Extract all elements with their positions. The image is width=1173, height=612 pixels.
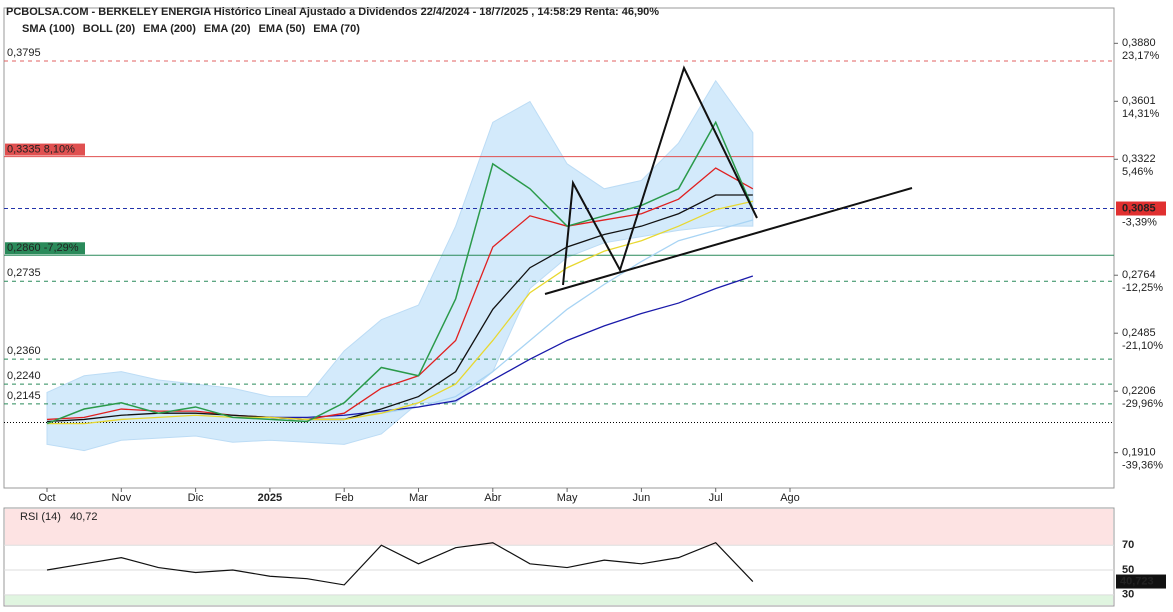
current-price-change: -3,39% [1122,216,1157,228]
y-tick-change: 5,46% [1122,166,1153,178]
rsi-tick-label: 30 [1122,589,1134,601]
price-layer: 0,3795 0,3335 8,10% 0,2860 -7,29% 0,2735 0,2… [4,47,1114,452]
indicator-line [47,200,753,425]
x-tick-label: May [557,492,578,504]
y-tick-label: 0,2206 [1122,385,1156,397]
legend-entry: SMA (100) [22,23,75,35]
level-label: 0,2860 -7,29% [7,242,79,254]
x-tick-label: Ago [780,492,800,504]
pattern-drawings [544,65,913,295]
price-frame [3,7,1115,489]
rsi-oversold-zone [5,594,1113,605]
y-tick-change: -21,10% [1122,340,1163,352]
x-tick-label: Jun [633,492,651,504]
indicator-line [269,275,754,419]
rsi-header-value: 40,72 [70,511,98,523]
rsi-last-label: 40,723 [1120,575,1154,587]
level-label: 0,2735 [7,267,41,279]
level-label: 0,2360 [7,345,41,357]
pattern-line [562,65,758,286]
trend-line [544,187,913,295]
legend-entry: EMA (70) [313,23,360,35]
legend-entry: EMA (20) [204,23,251,35]
legend-entry: EMA (50) [259,23,306,35]
rsi-line [46,542,754,586]
rsi-last-box [1116,574,1166,589]
x-tick-label: Jul [709,492,723,504]
bollinger-band [46,79,754,452]
level-label: 0,3795 [7,47,41,59]
y-tick-label: 0,2764 [1122,269,1156,281]
level-label: 0,2145 [7,390,41,402]
chart-title: PCBOLSA.COM - BERKELEY ENERGIA Histórico… [6,6,659,18]
indicator-line [46,167,754,421]
current-price-box [1116,201,1166,216]
y-tick-label: 0,3322 [1122,153,1156,165]
level-label: 0,2240 [7,370,41,382]
rsi-title: RSI (14) [20,511,61,523]
rsi-tick-label: 70 [1122,539,1134,551]
x-tick-label: Oct [38,492,55,504]
indicator-line [46,194,753,423]
y-tick-change: 14,31% [1122,108,1160,120]
level-label-box [5,242,85,255]
current-price-label: 0,3085 [1122,202,1156,214]
rsi-tick-label: 50 [1122,564,1134,576]
y-tick-label: 0,1910 [1122,447,1156,459]
y-tick-change: -39,36% [1122,460,1163,472]
legend-entry: EMA (200) [143,23,196,35]
y-tick-label: 0,2485 [1122,327,1156,339]
y-tick-change: -12,25% [1122,282,1163,294]
y-tick-label: 0,3601 [1122,95,1156,107]
rsi-overbought-zone [5,509,1113,546]
level-label-box [5,143,85,156]
x-tick-label: Feb [335,492,354,504]
x-tick-label: Abr [484,492,501,504]
y-tick-change: -29,96% [1122,398,1163,410]
y-tick-change: 23,17% [1122,50,1160,62]
x-tick-label: Mar [409,492,428,504]
level-label: 0,3335 8,10% [7,143,75,155]
x-tick-label: 2025 [258,492,282,504]
x-tick-label: Dic [188,492,204,504]
legend-entry: BOLL (20) [83,23,136,35]
y-tick-label: 0,3880 [1122,37,1156,49]
x-tick-label: Nov [112,492,132,504]
rsi-frame [3,507,1115,607]
price-line [46,120,754,425]
